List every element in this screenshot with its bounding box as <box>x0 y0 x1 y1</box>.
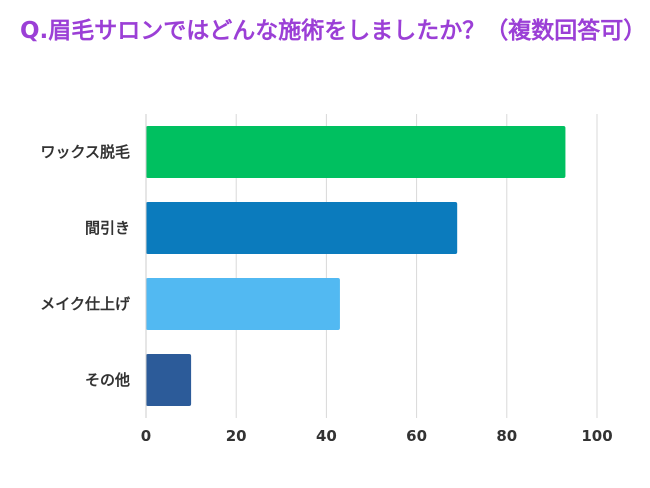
x-tick-label: 80 <box>496 427 517 445</box>
category-label: 間引き <box>85 219 130 237</box>
x-tick-label: 40 <box>316 427 337 445</box>
bar <box>146 202 458 254</box>
bar <box>146 278 340 330</box>
x-tick-label: 0 <box>141 427 151 445</box>
x-tick-label: 60 <box>406 427 427 445</box>
bars <box>146 126 566 406</box>
category-label: その他 <box>85 371 130 389</box>
bar <box>146 126 566 178</box>
category-label: メイク仕上げ <box>40 295 131 313</box>
category-label: ワックス脱毛 <box>40 143 130 161</box>
bar <box>146 354 192 406</box>
x-tick-labels: 0 20 40 60 80 100 <box>141 427 613 445</box>
x-tick-label: 20 <box>226 427 247 445</box>
chart-title: Q.眉毛サロンではどんな施術をしましたか？（複数回答可） <box>20 18 647 44</box>
x-tick-label: 100 <box>581 427 612 445</box>
